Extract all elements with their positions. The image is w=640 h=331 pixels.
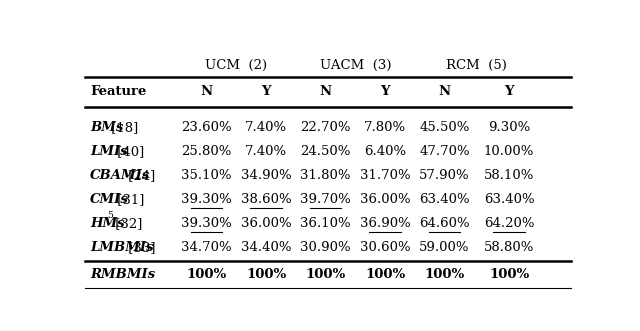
Text: 24.50%: 24.50% [300,145,351,158]
Text: Y: Y [380,85,390,98]
Text: 23.60%: 23.60% [181,121,232,134]
Text: 100%: 100% [305,268,346,281]
Text: 38.60%: 38.60% [241,193,291,206]
Text: 64.60%: 64.60% [419,217,470,230]
Text: 100%: 100% [365,268,405,281]
Text: BMs: BMs [90,121,124,134]
Text: 6.40%: 6.40% [364,145,406,158]
Text: 59.00%: 59.00% [419,241,470,254]
Text: 45.50%: 45.50% [419,121,470,134]
Text: 64.20%: 64.20% [484,217,534,230]
Text: LMBMIs: LMBMIs [90,241,154,254]
Text: 100%: 100% [246,268,286,281]
Text: 7.40%: 7.40% [245,145,287,158]
Text: 36.00%: 36.00% [241,217,291,230]
Text: 100%: 100% [186,268,227,281]
Text: 10.00%: 10.00% [484,145,534,158]
Text: 35.10%: 35.10% [181,169,232,182]
Text: [18]: [18] [107,121,138,134]
Text: 36.00%: 36.00% [360,193,410,206]
Text: CBAMIs: CBAMIs [90,169,150,182]
Text: 31.70%: 31.70% [360,169,410,182]
Text: Y: Y [261,85,271,98]
Text: 31.80%: 31.80% [300,169,351,182]
Text: 39.30%: 39.30% [181,217,232,230]
Text: [31]: [31] [113,193,144,206]
Text: N: N [438,85,451,98]
Text: 57.90%: 57.90% [419,169,470,182]
Text: 47.70%: 47.70% [419,145,470,158]
Text: 63.40%: 63.40% [419,193,470,206]
Text: 30.60%: 30.60% [360,241,410,254]
Text: 30.90%: 30.90% [300,241,351,254]
Text: N: N [200,85,212,98]
Text: CMIs: CMIs [90,193,129,206]
Text: Feature: Feature [90,85,147,98]
Text: Y: Y [504,85,514,98]
Text: HMs: HMs [90,217,125,230]
Text: 58.10%: 58.10% [484,169,534,182]
Text: 9.30%: 9.30% [488,121,530,134]
Text: 36.10%: 36.10% [300,217,351,230]
Text: [33]: [33] [124,241,156,254]
Text: RCM  (5): RCM (5) [446,59,508,72]
Text: N: N [319,85,332,98]
Text: [24]: [24] [124,169,156,182]
Text: RMBMIs: RMBMIs [90,268,155,281]
Text: 25.80%: 25.80% [181,145,232,158]
Text: UCM  (2): UCM (2) [205,59,268,72]
Text: 63.40%: 63.40% [484,193,534,206]
Text: 34.70%: 34.70% [181,241,232,254]
Text: 36.90%: 36.90% [360,217,410,230]
Text: 58.80%: 58.80% [484,241,534,254]
Text: [40]: [40] [113,145,144,158]
Text: 34.40%: 34.40% [241,241,291,254]
Text: LMIs: LMIs [90,145,127,158]
Text: 34.90%: 34.90% [241,169,291,182]
Text: UACM  (3): UACM (3) [319,59,391,72]
Text: 22.70%: 22.70% [300,121,351,134]
Text: [32]: [32] [111,217,142,230]
Text: 39.70%: 39.70% [300,193,351,206]
Text: 7.80%: 7.80% [364,121,406,134]
Text: 100%: 100% [424,268,465,281]
Text: 5: 5 [107,211,113,220]
Text: 39.30%: 39.30% [181,193,232,206]
Text: 100%: 100% [489,268,529,281]
Text: 7.40%: 7.40% [245,121,287,134]
